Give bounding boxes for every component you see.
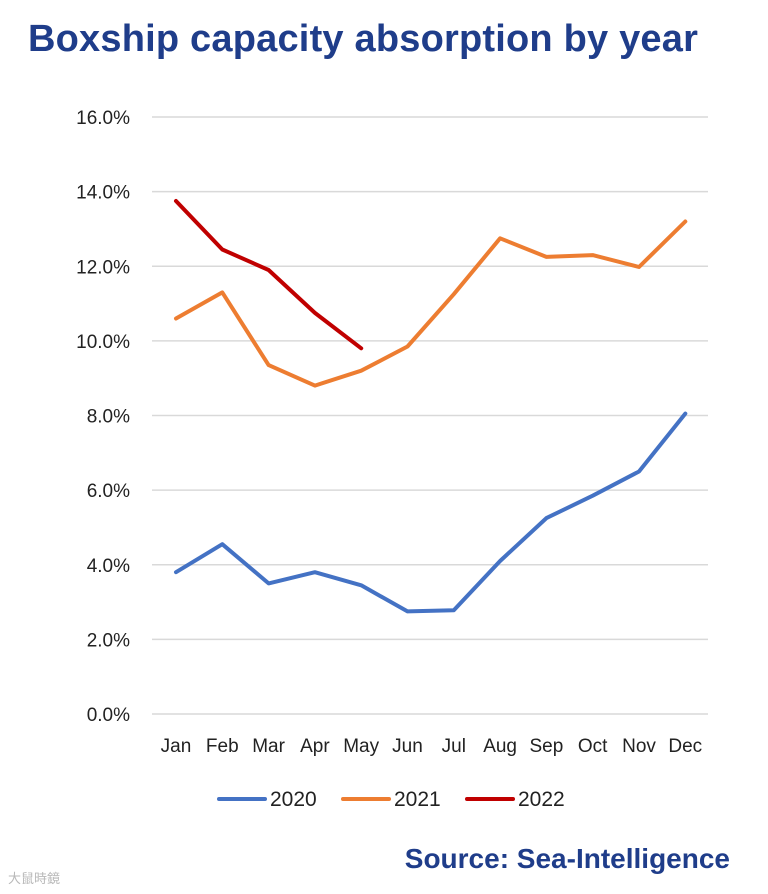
y-tick-label: 10.0% [76, 332, 130, 353]
legend-label-2021: 2021 [394, 788, 441, 811]
x-tick-label: Jan [161, 736, 192, 757]
x-tick-label: Dec [668, 736, 702, 757]
x-tick-label: Sep [529, 736, 563, 757]
y-tick-label: 2.0% [87, 630, 130, 651]
x-tick-label: Nov [622, 736, 656, 757]
x-tick-label: May [343, 736, 379, 757]
x-tick-label: Feb [206, 736, 239, 757]
y-tick-label: 12.0% [76, 257, 130, 278]
series-lines [174, 199, 688, 614]
y-tick-label: 4.0% [87, 556, 130, 577]
watermark-text: 大鼠時鏡 [8, 871, 61, 886]
gridlines [152, 116, 708, 715]
y-axis-ticks: 0.0% 2.0% 4.0% 6.0% 8.0% 10.0% 12.0% 14.0% 16.0% [76, 108, 130, 726]
source-caption: Source: Sea-Intelligence [404, 843, 730, 874]
x-tick-label: Apr [300, 736, 330, 757]
y-tick-label: 6.0% [87, 481, 130, 502]
x-tick-label: Jul [442, 736, 466, 757]
series-line-2020 [174, 411, 688, 614]
series-line-2022 [174, 199, 364, 351]
y-tick-label: 16.0% [76, 108, 130, 129]
x-tick-label: Mar [252, 736, 285, 757]
legend-label-2022: 2022 [518, 788, 565, 811]
chart-title: Boxship capacity absorption by year [28, 18, 699, 60]
y-tick-label: 14.0% [76, 183, 130, 204]
y-tick-label: 0.0% [87, 705, 130, 726]
x-tick-label: Aug [483, 736, 517, 757]
x-axis-ticks: Jan Feb Mar Apr May Jun Jul Aug Sep Oct Nov Dec [161, 736, 703, 757]
x-tick-label: Oct [578, 736, 608, 757]
x-tick-label: Jun [392, 736, 423, 757]
legend-label-2020: 2020 [270, 788, 317, 811]
series-line-2021 [174, 219, 688, 388]
y-tick-label: 8.0% [87, 407, 130, 428]
legend: 2020 2021 2022 [217, 788, 565, 811]
